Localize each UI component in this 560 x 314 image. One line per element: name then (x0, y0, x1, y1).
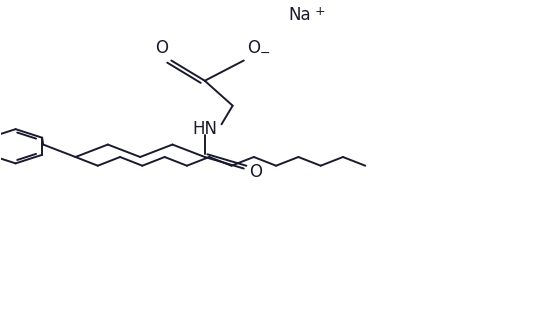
Text: Na: Na (288, 6, 311, 24)
Text: −: − (260, 47, 270, 60)
Text: HN: HN (192, 120, 217, 138)
Text: O: O (250, 163, 263, 181)
Text: +: + (315, 5, 326, 18)
Text: O: O (248, 40, 260, 57)
Text: O: O (155, 40, 168, 57)
